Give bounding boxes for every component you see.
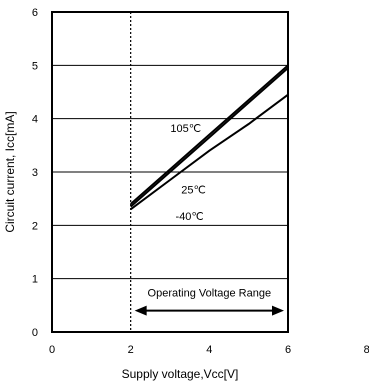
x-tick-label: 0 bbox=[49, 344, 55, 356]
series-label: 105℃ bbox=[170, 123, 201, 135]
series-label: 25℃ bbox=[181, 184, 206, 196]
range-label: Operating Voltage Range bbox=[148, 288, 272, 300]
y-axis-label: Circuit current, Icc[mA] bbox=[3, 111, 17, 232]
range-arrow-right-head bbox=[272, 305, 284, 316]
series-lines bbox=[130, 64, 289, 211]
y-tick-label: 2 bbox=[32, 220, 38, 232]
axis-ticks: 0 1 2 3 4 5 6 0 2 4 6 8 bbox=[32, 7, 369, 356]
series-labels: 105℃ 25℃ -40℃ bbox=[170, 123, 206, 223]
x-tick-label: 4 bbox=[206, 344, 212, 356]
operating-range-annotation: Operating Voltage Range bbox=[134, 288, 284, 316]
range-arrow-left-head bbox=[134, 305, 147, 316]
y-tick-label: 6 bbox=[32, 7, 38, 19]
x-tick-label: 8 bbox=[364, 344, 369, 356]
y-tick-label: 5 bbox=[32, 60, 38, 72]
series-line bbox=[130, 67, 289, 208]
series-label: -40℃ bbox=[176, 211, 204, 223]
plot-frame bbox=[51, 11, 289, 333]
series-line bbox=[130, 64, 289, 205]
x-tick-label: 2 bbox=[128, 344, 134, 356]
x-axis-label: Supply voltage,Vcc[V] bbox=[122, 367, 239, 381]
y-tick-label: 0 bbox=[32, 327, 38, 339]
series-line bbox=[130, 93, 289, 211]
y-tick-label: 1 bbox=[32, 274, 38, 286]
x-tick-label: 6 bbox=[285, 344, 291, 356]
y-tick-label: 3 bbox=[32, 167, 38, 179]
y-tick-label: 4 bbox=[32, 114, 38, 126]
